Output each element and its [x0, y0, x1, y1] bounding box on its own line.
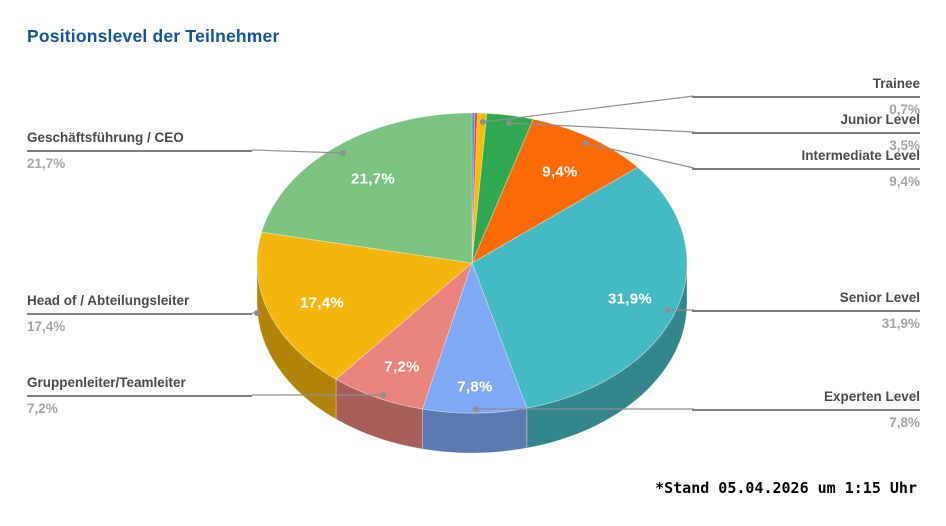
callout-label: Trainee [692, 76, 920, 98]
pie-slice-sliver-0 [471, 112, 476, 264]
callout-percent: 9,4% [889, 174, 920, 189]
callout-senior-level: Senior Level 31,9% [692, 290, 920, 331]
slice-value-label: 31,9% [607, 290, 653, 308]
callout-percent: 31,9% [881, 316, 920, 331]
pie-rim-head-of-abteilungsleiter [256, 262, 337, 420]
pie-rim-senior-level [526, 262, 688, 449]
pie-rim-gruppenleiter-teamleiter [335, 378, 423, 450]
pie-rim-experten-level [422, 407, 528, 454]
pie-slice-intermediate-level [471, 118, 639, 264]
leader-dot [665, 307, 671, 313]
leader-dot [480, 119, 486, 125]
leader-dot [254, 310, 260, 316]
callout-percent: 7,2% [27, 401, 58, 416]
callout-trainee: Trainee 0,7% [692, 76, 920, 117]
callout-label: Gruppenleiter/Teamleiter [27, 375, 252, 397]
leader-line-trainee [482, 95, 695, 123]
callout-label: Intermediate Level [692, 148, 920, 170]
footnote-stand-date: *Stand 05.04.2026 um 1:15 Uhr [655, 479, 917, 497]
leader-dot [380, 392, 386, 398]
pie-slice-senior-level [471, 166, 688, 409]
pie-slice-junior-level [471, 112, 534, 264]
callout-label: Senior Level [692, 290, 920, 312]
callout-percent: 21,7% [27, 156, 66, 171]
callout-geschaeftsfuehrung-ceo: Geschäftsführung / CEO 21,7% [27, 130, 252, 171]
leader-dot [340, 150, 346, 156]
callout-label: Junior Level [692, 112, 920, 134]
callout-percent: 3,5% [889, 138, 920, 153]
pie-slice-sliver-1 [471, 112, 478, 264]
leader-dot [506, 120, 512, 126]
slice-value-label: 7,2% [384, 358, 420, 376]
callout-gruppenleiter-teamleiter: Gruppenleiter/Teamleiter 7,2% [27, 375, 252, 416]
pie-slice-head-of-abteilungsleiter [256, 231, 473, 380]
pie-slice-trainee [471, 112, 488, 264]
leader-line-ceo [251, 149, 344, 154]
slice-value-label: 9,4% [542, 163, 578, 181]
callout-label: Geschäftsführung / CEO [27, 130, 252, 152]
callout-experten-level: Experten Level 7,8% [692, 389, 920, 430]
callout-percent: 7,8% [889, 415, 920, 430]
pie-slice-gesch-ftsf-hrung-ceo [261, 112, 473, 264]
pie-slice-gruppenleiter-teamleiter [335, 261, 473, 410]
callout-head-of-abteilungsleiter: Head of / Abteilungsleiter 17,4% [27, 293, 252, 334]
slice-value-label: 21,7% [350, 170, 396, 188]
leader-dot [582, 140, 588, 146]
slice-value-label: 17,4% [299, 294, 345, 312]
leader-line-intermediate-level [584, 142, 695, 169]
chart-title: Positionslevel der Teilnehmer [27, 26, 280, 46]
callout-percent: 0,7% [889, 102, 920, 117]
callout-junior-level: Junior Level 3,5% [692, 112, 920, 153]
leader-line-junior-level [508, 122, 695, 133]
callout-percent: 17,4% [27, 319, 66, 334]
leader-dot [473, 406, 479, 412]
callout-intermediate-level: Intermediate Level 9,4% [692, 148, 920, 189]
callout-label: Experten Level [692, 389, 920, 411]
callout-label: Head of / Abteilungsleiter [27, 293, 252, 315]
slice-value-label: 7,8% [457, 378, 493, 396]
